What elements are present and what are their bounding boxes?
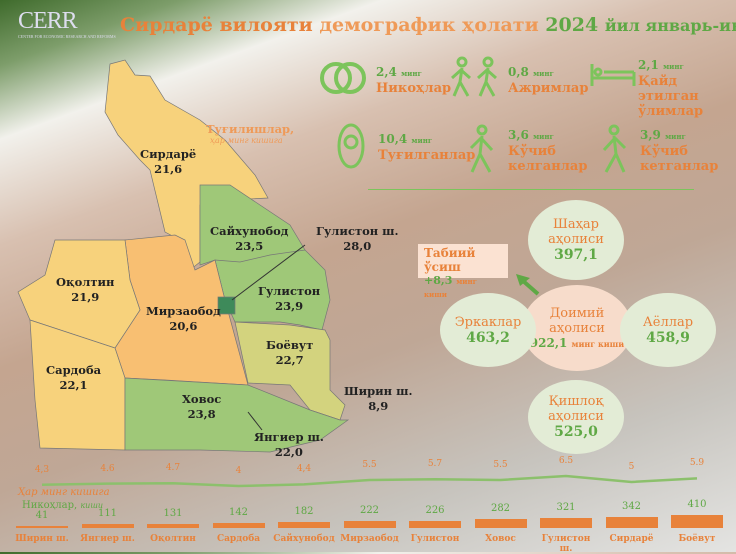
stat-arrivals: 3,6 минг Кўчиб келганлар: [508, 128, 588, 174]
category-label: Ширин ш.: [15, 534, 69, 544]
category-label: Мирзаобод: [340, 534, 399, 544]
rate-value-label: 5.9: [689, 458, 705, 469]
label-guliston: Гулистон 23,9: [258, 284, 321, 313]
wedding-rings-icon: [320, 62, 366, 94]
rate-value-label: 5.5: [493, 460, 508, 470]
category-label: Гулистон ш.: [541, 534, 591, 554]
bar: [343, 520, 396, 528]
rate-line-path: [41, 474, 698, 488]
region-map: [17, 59, 350, 453]
bar-value-label: 182: [294, 506, 314, 518]
bar-value-label: 342: [621, 501, 642, 513]
bar: [212, 523, 265, 528]
urban-population: Шаҳар аҳолиси 397,1: [528, 200, 624, 280]
category-label: Ховос: [485, 534, 516, 544]
category-label: Сайхунобод: [273, 534, 335, 544]
label-sirdaryo: Сирдарё 21,6: [140, 147, 197, 176]
category-label: Оқолтин: [150, 534, 196, 544]
category-label: Сирдарё: [609, 534, 654, 544]
rate-value-label: 5: [628, 462, 635, 472]
arrow-icon: [516, 274, 540, 296]
marriage-chart: 41 4,3 Ширин ш. 111 4.6 Янгиер ш. 131 4.7 Оқолти…: [0, 450, 736, 554]
bar-value-label: 41: [35, 510, 49, 521]
two-people-walking-icon: [451, 56, 497, 97]
map-legend-title: Туғилишлар,: [206, 122, 295, 136]
category-label: Янгиер ш.: [80, 534, 135, 544]
rural-population: Қишлоқ аҳолиси 525,0: [528, 380, 624, 454]
rate-value-label: 4,4: [296, 464, 312, 475]
label-oqoltin: Оқолтин 21,9: [56, 275, 115, 304]
divider: [368, 189, 694, 190]
category-label: Боёвут: [678, 534, 716, 544]
label-sardoba: Сардоба 22,1: [46, 363, 102, 392]
region-boyovut: [234, 321, 346, 421]
walking-person-icon: [469, 124, 494, 173]
rate-value-label: 5.7: [427, 459, 443, 470]
label-guliston-city: Гулистон ш. 28,0: [316, 224, 399, 253]
label-mirzaobod: Мирзаобод 20,6: [146, 304, 221, 333]
rate-value-label: 4.7: [165, 463, 181, 474]
rate-label: Ҳар минг кишига: [18, 487, 110, 498]
stat-divorces: 0,8 минг Ажримлар: [508, 65, 589, 96]
bar-value-label: 111: [97, 508, 118, 520]
bed-icon: [590, 64, 636, 86]
baby-icon: [337, 123, 365, 169]
label-boyovut: Боёвут 22,7: [266, 338, 314, 367]
men-population: Эркаклар 463,2: [440, 293, 536, 367]
label-yangiyer: Янгиер ш. 22,0: [254, 430, 324, 459]
bar: [671, 515, 723, 528]
stat-deaths: 2,1 минг Қайд этилган ўлимлар: [638, 58, 704, 119]
walking-person-left-icon: [602, 124, 627, 173]
count-label: Никоҳлар, киши: [22, 500, 104, 511]
natural-growth-box: Табиий ўсиш +8,3 минг киши: [418, 244, 508, 299]
stat-births: 10,4 минг Туғилганлар: [378, 132, 476, 163]
bar: [605, 517, 658, 528]
bar: [474, 519, 527, 528]
bar: [540, 517, 592, 528]
women-population: Аёллар 458,9: [620, 293, 716, 367]
bar-value-label: 131: [163, 507, 183, 519]
cerr-logo: CERR CENTER FOR ECONOMIC RESEARCH AND REF…: [18, 8, 116, 39]
rate-value-label: 6.5: [558, 456, 574, 466]
total-population: Доимий аҳолиси 922,1 минг киши: [522, 285, 632, 371]
region-guliston-city: [217, 296, 236, 315]
bar-value-label: 282: [490, 503, 511, 515]
stat-marriages: 2,4 минг Никоҳлар: [376, 65, 452, 96]
label-xovos: Ховос 23,8: [182, 392, 222, 421]
rate-value-label: 4: [235, 466, 242, 476]
bar: [147, 523, 199, 528]
label-sayxunobod: Сайхунобод 23,5: [210, 224, 289, 253]
region-guliston: [214, 249, 331, 331]
page-title: Сирдарё вилояти демографик ҳолати 2024 й…: [120, 14, 736, 36]
bar: [81, 524, 134, 528]
bar-value-label: 222: [359, 504, 380, 516]
bar: [409, 520, 461, 528]
rate-value-label: 5.5: [362, 460, 377, 470]
bar-value-label: 410: [687, 499, 707, 510]
bar: [16, 526, 68, 528]
rate-line: [41, 474, 698, 488]
bar-value-label: 226: [425, 504, 445, 516]
bar-value-label: 142: [228, 507, 249, 519]
stat-departures: 3,9 минг Кўчиб кетганлар: [640, 128, 719, 174]
rate-value-label: 4,3: [34, 464, 50, 475]
category-label: Сардоба: [216, 534, 261, 544]
map-legend-subtitle: ҳар минг кишига: [210, 136, 283, 145]
rate-value-label: 4.6: [100, 463, 115, 474]
region-xovos: [124, 377, 350, 453]
bar: [278, 522, 330, 528]
category-label: Гулистон: [410, 534, 460, 544]
label-shirin: Ширин ш. 8,9: [344, 384, 413, 413]
bar-value-label: 321: [556, 501, 576, 513]
